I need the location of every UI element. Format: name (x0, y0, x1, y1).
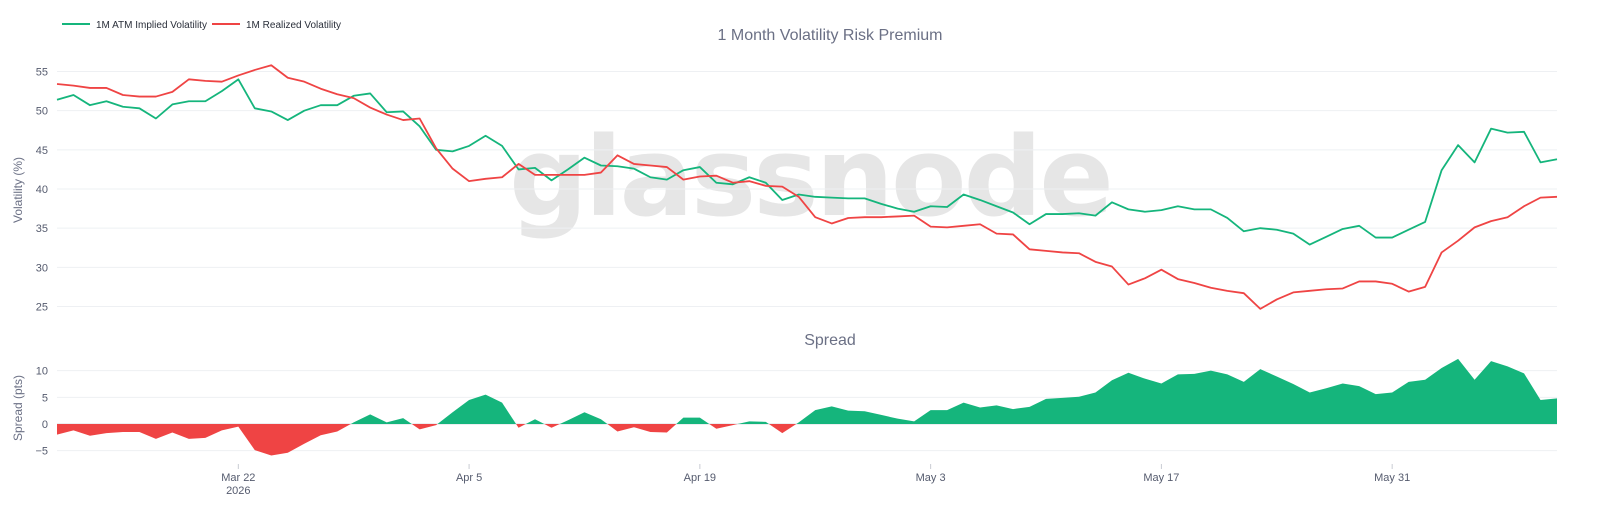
spread-positive-area (525, 419, 545, 424)
legend-item-realized[interactable]: 1M Realized Volatility (212, 20, 341, 31)
spread-y-tick-label: 0 (42, 419, 48, 431)
spread-positive-area (737, 421, 769, 424)
legend: 1M ATM Implied Volatility 1M Realized Vo… (62, 20, 341, 31)
implied-volatility-line (56, 78, 1558, 246)
main-y-axis-title: Volatility (%) (11, 157, 25, 223)
main-y-tick-label: 50 (36, 106, 48, 118)
spread-area (57, 358, 1557, 456)
spread-negative-area (768, 424, 797, 434)
spread-negative-area (57, 424, 351, 456)
spread-y-tick-label: 5 (42, 392, 48, 404)
legend-label-implied: 1M ATM Implied Volatility (96, 20, 207, 31)
spread-positive-area (559, 412, 608, 424)
spread-negative-area (411, 424, 438, 430)
realized-volatility-line (56, 64, 1558, 310)
main-y-tick-label: 25 (36, 302, 48, 314)
spread-negative-area (516, 424, 526, 428)
spread-y-tick-label: −5 (35, 446, 48, 458)
watermark: glassnode (509, 113, 1111, 241)
spread-y-axis-title: Spread (pts) (11, 375, 25, 441)
volatility-lines (56, 64, 1558, 310)
spread-y-ticks: −5 0 5 10 (35, 366, 48, 458)
main-chart-title: 1 Month Volatility Risk Premium (718, 27, 943, 44)
spread-positive-area (676, 417, 710, 424)
legend-item-implied[interactable]: 1M ATM Implied Volatility (62, 20, 207, 31)
main-y-tick-label: 35 (36, 223, 48, 235)
x-tick-label: Mar 22 (221, 472, 255, 484)
main-y-tick-label: 45 (36, 145, 48, 157)
spread-negative-area (607, 424, 677, 433)
main-y-tick-label: 30 (36, 262, 48, 274)
spread-positive-area (350, 414, 412, 424)
spread-y-tick-label: 10 (36, 366, 48, 378)
legend-label-realized: 1M Realized Volatility (246, 20, 341, 31)
spread-negative-area (544, 424, 560, 428)
spread-positive-area (437, 394, 517, 424)
x-tick-label: May 31 (1374, 472, 1410, 484)
x-tick-label: Apr 5 (456, 472, 482, 484)
spread-positive-area (796, 358, 1557, 424)
main-y-ticks: 25 30 35 40 45 50 55 (36, 67, 48, 314)
main-y-tick-label: 40 (36, 184, 48, 196)
spread-chart-title: Spread (804, 332, 856, 349)
x-tick-label: Apr 19 (684, 472, 716, 484)
x-tick-sublabel: 2026 (226, 485, 250, 497)
main-chart-area (57, 71, 1557, 307)
spread-negative-area (709, 424, 738, 429)
main-y-tick-label: 55 (36, 67, 48, 79)
x-tick-label: May 17 (1143, 472, 1179, 484)
x-tick-label: May 3 (916, 472, 946, 484)
